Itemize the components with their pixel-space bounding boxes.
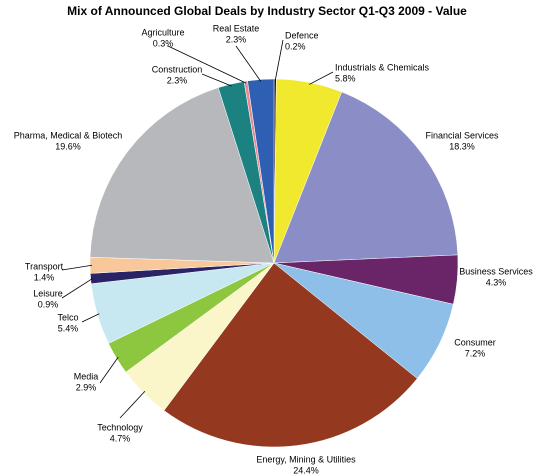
slice-label: Energy, Mining & Utilities (256, 454, 356, 464)
leader-line (309, 71, 334, 85)
leader-line (167, 45, 247, 84)
slice-label: Technology (97, 422, 143, 432)
slice-value-label: 7.2% (465, 348, 486, 358)
slice-value-label: 19.6% (55, 141, 81, 151)
slice-value-label: 2.9% (76, 382, 97, 392)
leader-line (81, 313, 100, 323)
slice-value-label: 2.3% (226, 34, 247, 44)
leader-line (274, 39, 284, 82)
chart-title: Mix of Announced Global Deals by Industr… (67, 4, 467, 18)
slice-value-label: 18.3% (449, 141, 475, 151)
slice-value-label: 0.9% (38, 299, 59, 309)
leader-line (99, 356, 119, 384)
slice-value-label: 0.2% (285, 41, 306, 51)
slice-value-label: 24.4% (293, 465, 319, 475)
pie-slice (89, 87, 275, 264)
slice-label: Business Services (459, 266, 533, 276)
slice-value-label: 1.4% (34, 272, 55, 282)
slice-label: Industrials & Chemicals (335, 62, 430, 72)
slice-label: Consumer (454, 337, 496, 347)
pie-slice (247, 78, 275, 264)
slice-value-label: 5.8% (335, 73, 356, 83)
leader-line (61, 264, 93, 271)
slice-value-label: 5.4% (58, 323, 79, 333)
slice-label: Construction (152, 64, 203, 74)
slice-value-label: 4.7% (110, 433, 131, 443)
slice-value-label: 0.3% (153, 38, 174, 48)
slice-label: Transport (25, 261, 64, 271)
slice-label: Telco (57, 312, 78, 322)
leader-line (235, 45, 262, 82)
pie-slice (273, 91, 459, 264)
slice-label: Pharma, Medical & Biotech (14, 130, 123, 140)
leader-line (61, 278, 93, 299)
slice-label: Media (74, 371, 99, 381)
slice-value-label: 2.3% (167, 75, 188, 85)
slice-label: Defence (285, 30, 319, 40)
slice-label: Real Estate (213, 23, 260, 33)
slice-value-label: 4.3% (486, 277, 507, 287)
slice-label: Leisure (33, 288, 63, 298)
pie-slice (163, 262, 418, 448)
leader-line (119, 391, 146, 419)
slice-label: Agriculture (141, 27, 184, 37)
slice-label: Financial Services (425, 130, 499, 140)
leader-line (201, 73, 232, 87)
